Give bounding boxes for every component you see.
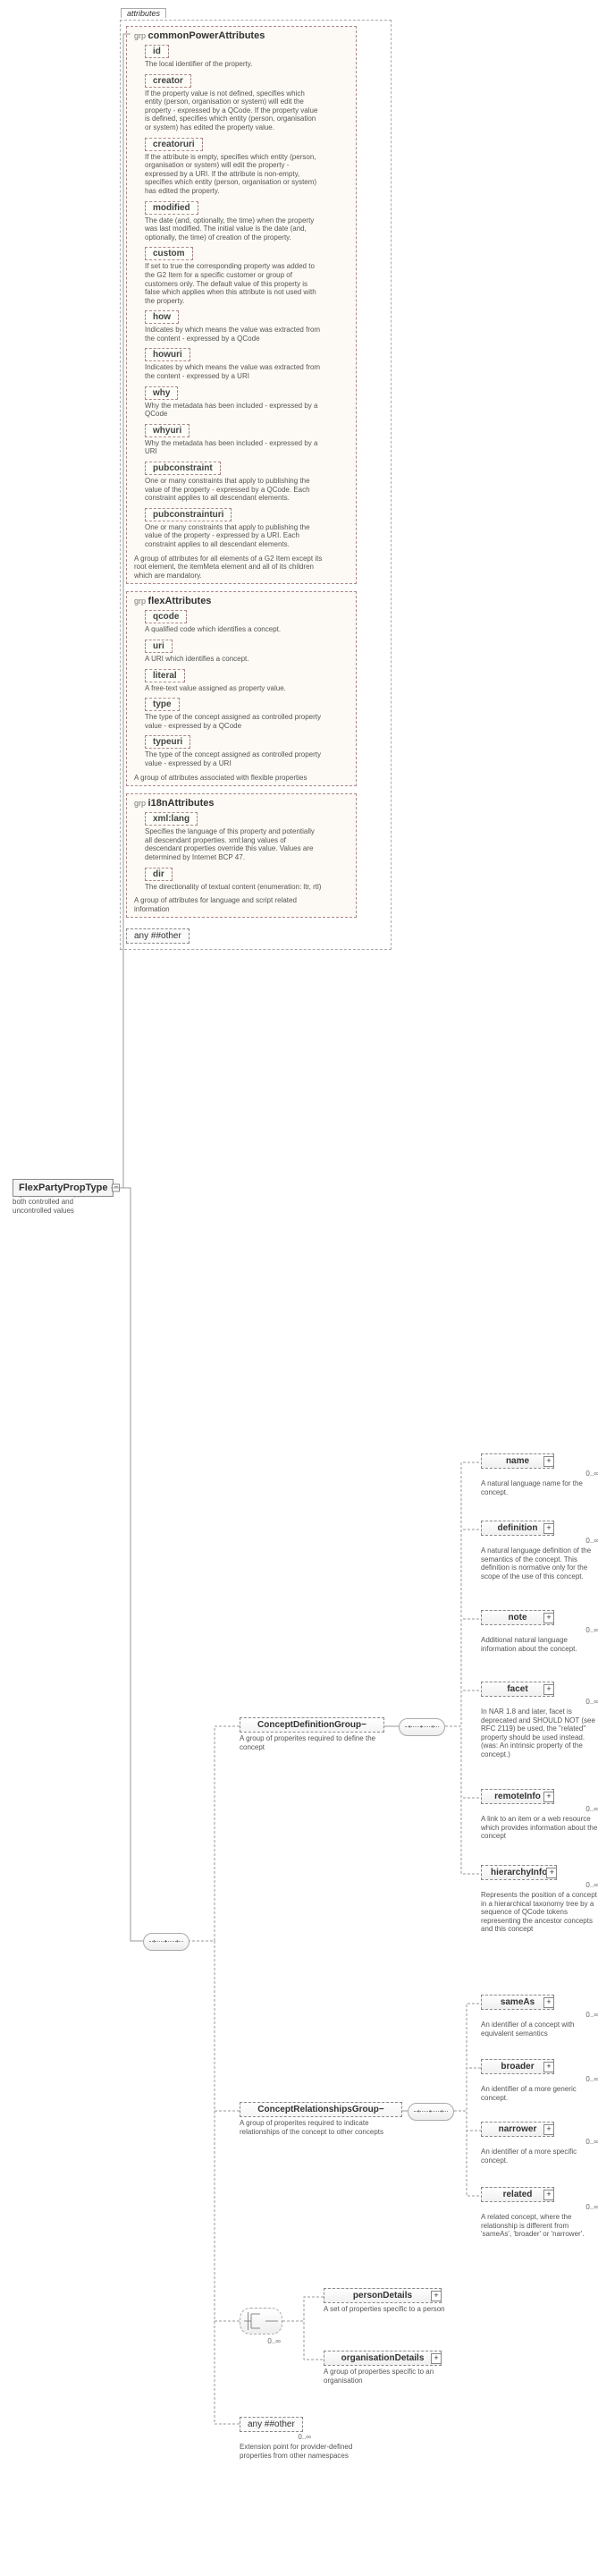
elem-sameAs: sameAs+ bbox=[481, 1995, 554, 2010]
elem-hierarchyInfo: hierarchyInfo+ bbox=[481, 1865, 557, 1880]
elem-name: name+ bbox=[481, 1453, 554, 1469]
attr-group-i18n: grp i18nAttributes xml:langSpecifies the… bbox=[126, 793, 357, 918]
attr-modified: modifiedThe date (and, optionally, the t… bbox=[145, 201, 349, 242]
attr-creator: creatorIf the property value is not defi… bbox=[145, 74, 349, 132]
attr-how: howIndicates by which means the value wa… bbox=[145, 310, 349, 343]
attr-id: idThe local identifier of the property. bbox=[145, 45, 349, 69]
attr-group-flex: grp flexAttributes qcodeA qualified code… bbox=[126, 591, 357, 786]
elem-definition: definition+ bbox=[481, 1521, 554, 1536]
elem-facet: facet+ bbox=[481, 1682, 554, 1697]
attributes-tab: attributes bbox=[121, 8, 166, 18]
elem-remoteInfo: remoteInfo+ bbox=[481, 1789, 554, 1804]
attr-literal: literalA free-text value assigned as pro… bbox=[145, 669, 349, 693]
attr-qcode: qcodeA qualified code which identifies a… bbox=[145, 610, 349, 634]
sequence-connector: • • • bbox=[408, 2103, 454, 2121]
elem-note: note+ bbox=[481, 1610, 554, 1625]
attr-pubconstraint: pubconstraintOne or many constraints tha… bbox=[145, 462, 349, 503]
attr-pubconstrainturi: pubconstrainturiOne or many constraints … bbox=[145, 508, 349, 549]
any-other-attr: any ##other bbox=[126, 928, 190, 944]
root-type: FlexPartyPropType − bbox=[13, 1179, 114, 1197]
attr-uri: uriA URI which identifies a concept. bbox=[145, 640, 349, 664]
elem-organisationDetails: organisationDetails+ bbox=[324, 2351, 442, 2366]
sequence-connector: • • • bbox=[143, 1933, 190, 1951]
attr-xml-lang: xml:langSpecifies the language of this p… bbox=[145, 812, 349, 861]
elem-broader: broader+ bbox=[481, 2059, 554, 2074]
attr-whyuri: whyuriWhy the metadata has been included… bbox=[145, 424, 349, 456]
attributes-container: attributes grp commonPowerAttributes idT… bbox=[120, 20, 392, 950]
sequence-connector: • • • bbox=[399, 1718, 445, 1736]
attr-type: typeThe type of the concept assigned as … bbox=[145, 698, 349, 730]
attr-group-common: grp commonPowerAttributes idThe local id… bbox=[126, 26, 357, 584]
elem-personDetails: personDetails+ bbox=[324, 2288, 442, 2303]
attr-dir: dirThe directionality of textual content… bbox=[145, 868, 349, 892]
choice-connector bbox=[240, 2308, 282, 2334]
concept-relationships-group: ConceptRelationshipsGroup− bbox=[240, 2102, 402, 2117]
any-other-element: any ##other bbox=[240, 2417, 303, 2432]
attr-why: whyWhy the metadata has been included - … bbox=[145, 386, 349, 419]
attr-howuri: howuriIndicates by which means the value… bbox=[145, 348, 349, 380]
elem-related: related+ bbox=[481, 2187, 554, 2202]
elem-narrower: narrower+ bbox=[481, 2122, 554, 2137]
attr-creatoruri: creatoruriIf the attribute is empty, spe… bbox=[145, 138, 349, 196]
attr-custom: customIf set to true the corresponding p… bbox=[145, 247, 349, 305]
attr-typeuri: typeuriThe type of the concept assigned … bbox=[145, 735, 349, 767]
concept-definition-group: ConceptDefinitionGroup− bbox=[240, 1717, 384, 1733]
